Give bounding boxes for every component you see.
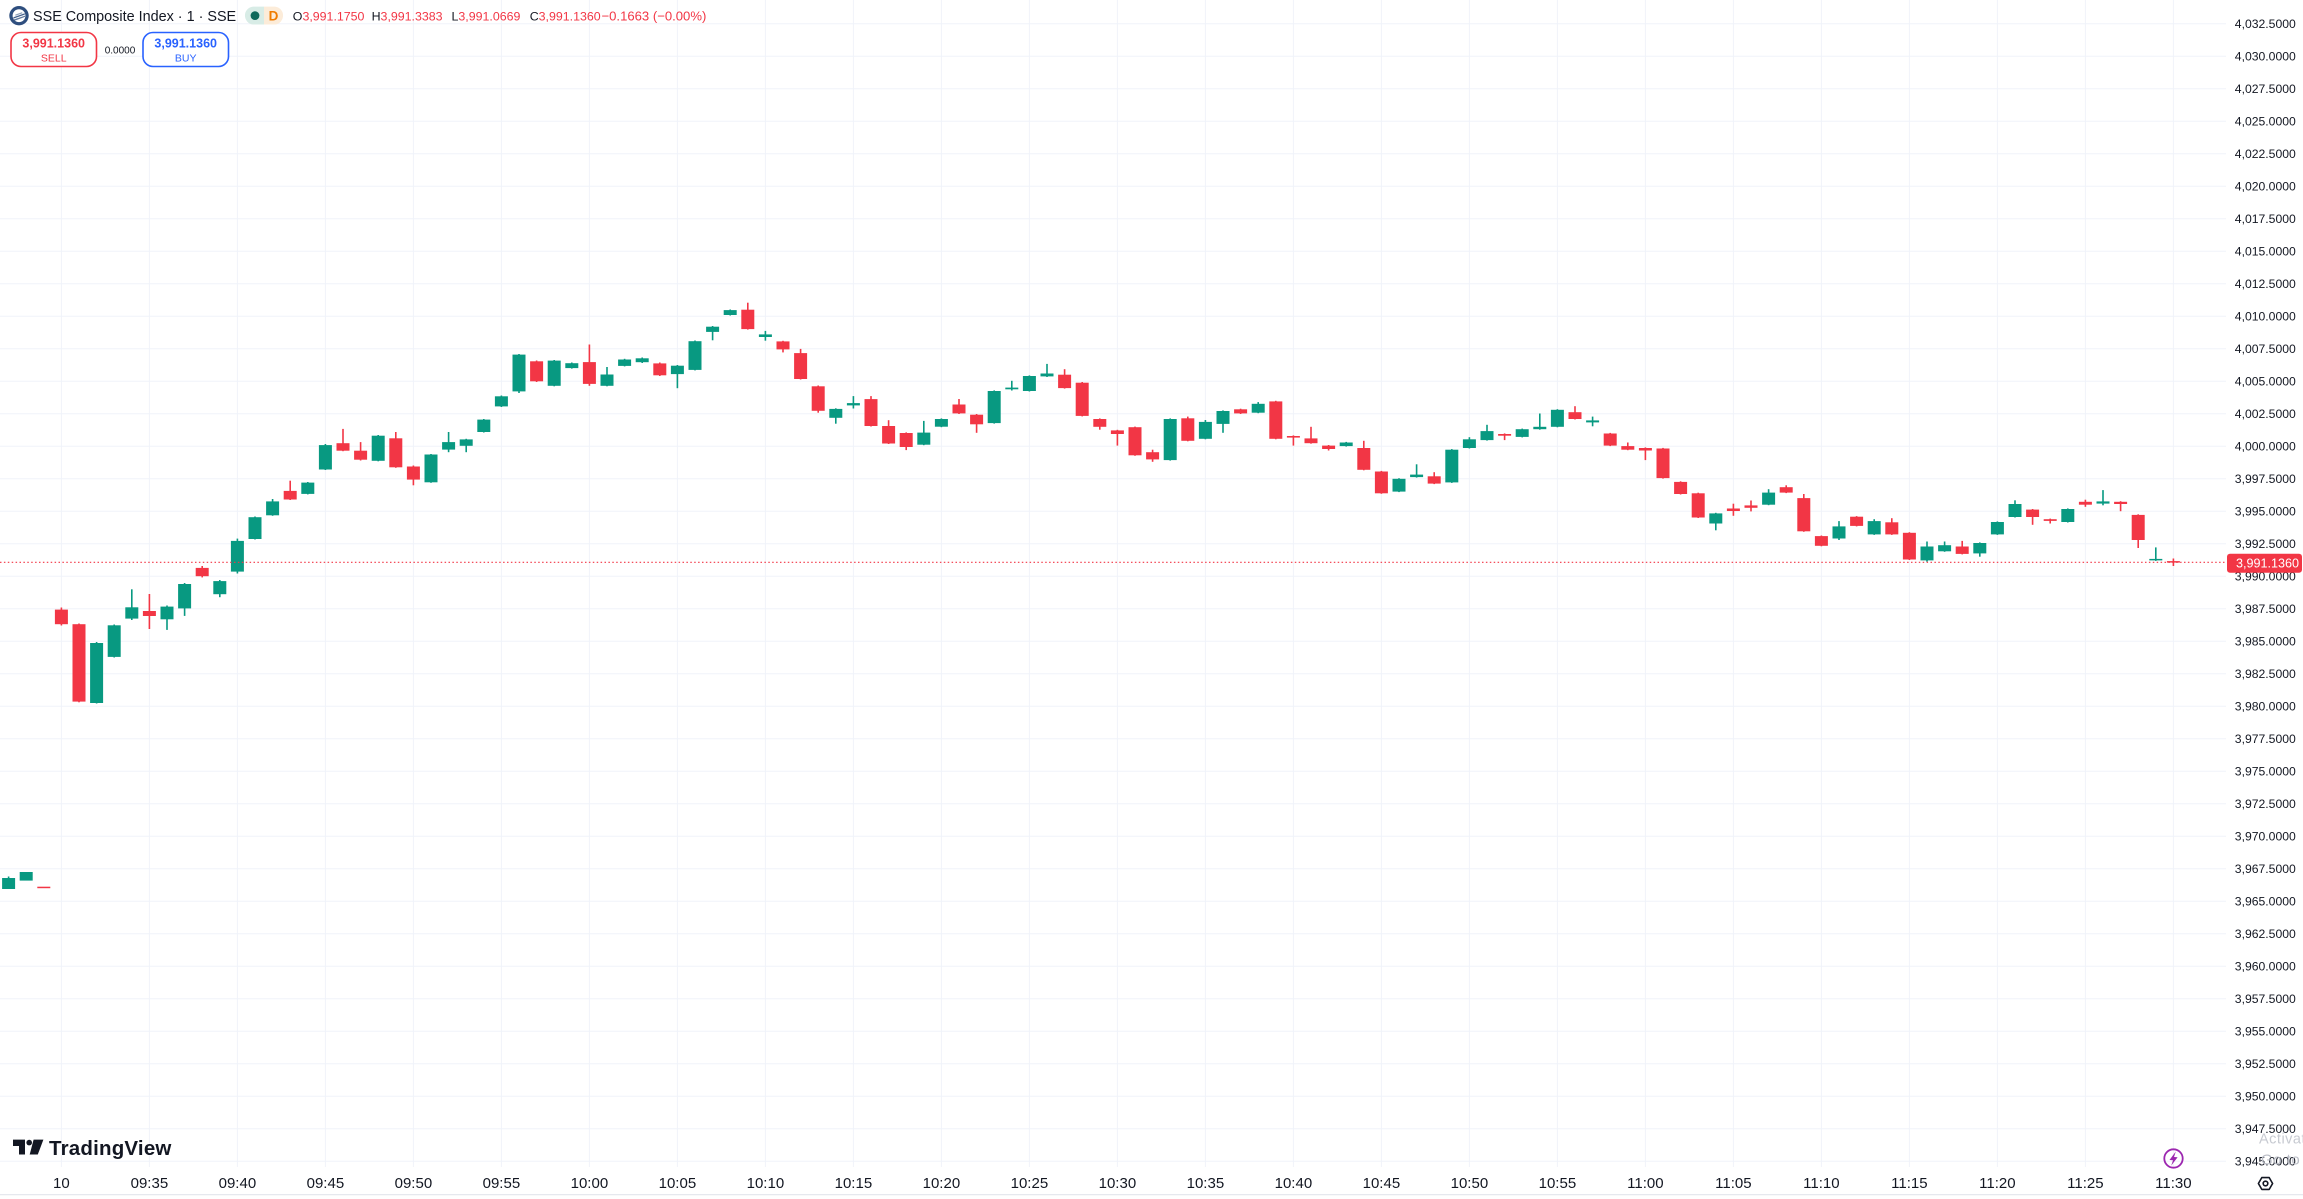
- svg-text:3,965.0000: 3,965.0000: [2235, 895, 2296, 909]
- svg-text:4,012.5000: 4,012.5000: [2235, 277, 2296, 291]
- svg-text:4,030.0000: 4,030.0000: [2235, 50, 2296, 64]
- svg-text:3,997.5000: 3,997.5000: [2235, 472, 2296, 486]
- svg-text:3,967.5000: 3,967.5000: [2235, 862, 2296, 876]
- svg-text:3,987.5000: 3,987.5000: [2235, 602, 2296, 616]
- svg-text:09:35: 09:35: [131, 1175, 169, 1192]
- svg-text:10:40: 10:40: [1275, 1175, 1313, 1192]
- svg-text:3,990.0000: 3,990.0000: [2235, 570, 2296, 584]
- svg-text:D: D: [269, 8, 279, 23]
- svg-text:09:50: 09:50: [395, 1175, 433, 1192]
- svg-text:C3,991.1360: C3,991.1360: [530, 9, 601, 23]
- svg-text:3,977.5000: 3,977.5000: [2235, 732, 2296, 746]
- svg-text:3,980.0000: 3,980.0000: [2235, 700, 2296, 714]
- svg-text:10:10: 10:10: [747, 1175, 785, 1192]
- svg-text:4,005.0000: 4,005.0000: [2235, 375, 2296, 389]
- svg-text:10:25: 10:25: [1011, 1175, 1049, 1192]
- svg-text:3,950.0000: 3,950.0000: [2235, 1090, 2296, 1104]
- svg-text:3,962.5000: 3,962.5000: [2235, 927, 2296, 941]
- svg-text:10:05: 10:05: [659, 1175, 697, 1192]
- svg-text:10:30: 10:30: [1099, 1175, 1137, 1192]
- svg-text:3,957.5000: 3,957.5000: [2235, 992, 2296, 1006]
- svg-text:10:20: 10:20: [923, 1175, 961, 1192]
- svg-text:3,970.0000: 3,970.0000: [2235, 830, 2296, 844]
- svg-text:11:00: 11:00: [1627, 1175, 1663, 1192]
- svg-text:TradingView: TradingView: [49, 1137, 172, 1160]
- svg-text:11:15: 11:15: [1891, 1175, 1927, 1192]
- svg-text:10:45: 10:45: [1363, 1175, 1401, 1192]
- svg-text:−0.1663 (−0.00%): −0.1663 (−0.00%): [602, 8, 707, 23]
- svg-text:10:50: 10:50: [1451, 1175, 1489, 1192]
- svg-text:0.0000: 0.0000: [105, 46, 136, 57]
- svg-text:3,945.0000: 3,945.0000: [2235, 1155, 2296, 1169]
- svg-text:3,975.0000: 3,975.0000: [2235, 765, 2296, 779]
- svg-text:3,991.1360: 3,991.1360: [2236, 557, 2299, 571]
- svg-text:3,992.5000: 3,992.5000: [2235, 537, 2296, 551]
- svg-text:4,025.0000: 4,025.0000: [2235, 115, 2296, 129]
- svg-text:3,995.0000: 3,995.0000: [2235, 505, 2296, 519]
- svg-text:Go to S: Go to S: [2261, 1152, 2303, 1169]
- svg-text:10: 10: [53, 1175, 70, 1192]
- svg-text:3,985.0000: 3,985.0000: [2235, 635, 2296, 649]
- svg-text:3,947.5000: 3,947.5000: [2235, 1122, 2296, 1136]
- svg-text:4,032.5000: 4,032.5000: [2235, 17, 2296, 31]
- svg-text:3,955.0000: 3,955.0000: [2235, 1025, 2296, 1039]
- svg-text:BUY: BUY: [175, 53, 197, 65]
- svg-text:4,007.5000: 4,007.5000: [2235, 342, 2296, 356]
- svg-text:4,002.5000: 4,002.5000: [2235, 407, 2296, 421]
- svg-text:10:35: 10:35: [1187, 1175, 1225, 1192]
- svg-text:3,972.5000: 3,972.5000: [2235, 797, 2296, 811]
- svg-text:11:20: 11:20: [1979, 1175, 2015, 1192]
- svg-text:L3,991.0669: L3,991.0669: [452, 9, 521, 23]
- svg-text:11:25: 11:25: [2067, 1175, 2103, 1192]
- svg-text:O3,991.1750: O3,991.1750: [293, 9, 365, 23]
- svg-text:4,000.0000: 4,000.0000: [2235, 440, 2296, 454]
- svg-text:SSE Composite Index · 1 · SSE: SSE Composite Index · 1 · SSE: [33, 9, 236, 25]
- svg-text:10:55: 10:55: [1539, 1175, 1577, 1192]
- svg-text:10:15: 10:15: [835, 1175, 873, 1192]
- svg-text:4,027.5000: 4,027.5000: [2235, 82, 2296, 96]
- svg-text:Activat: Activat: [2259, 1132, 2303, 1148]
- svg-text:3,952.5000: 3,952.5000: [2235, 1057, 2296, 1071]
- svg-text:3,991.1360: 3,991.1360: [22, 37, 85, 51]
- svg-text:SELL: SELL: [41, 53, 67, 65]
- svg-text:H3,991.3383: H3,991.3383: [372, 9, 443, 23]
- svg-text:4,010.0000: 4,010.0000: [2235, 310, 2296, 324]
- svg-text:11:10: 11:10: [1803, 1175, 1839, 1192]
- svg-text:11:05: 11:05: [1715, 1175, 1751, 1192]
- svg-text:09:55: 09:55: [483, 1175, 521, 1192]
- svg-text:4,015.0000: 4,015.0000: [2235, 245, 2296, 259]
- svg-text:3,960.0000: 3,960.0000: [2235, 960, 2296, 974]
- svg-text:09:45: 09:45: [307, 1175, 345, 1192]
- svg-text:10:00: 10:00: [571, 1175, 609, 1192]
- svg-text:09:40: 09:40: [219, 1175, 257, 1192]
- svg-text:4,017.5000: 4,017.5000: [2235, 212, 2296, 226]
- svg-text:11:30: 11:30: [2155, 1175, 2191, 1192]
- svg-text:4,020.0000: 4,020.0000: [2235, 180, 2296, 194]
- svg-text:4,022.5000: 4,022.5000: [2235, 147, 2296, 161]
- svg-text:3,991.1360: 3,991.1360: [154, 37, 217, 51]
- svg-text:3,982.5000: 3,982.5000: [2235, 667, 2296, 681]
